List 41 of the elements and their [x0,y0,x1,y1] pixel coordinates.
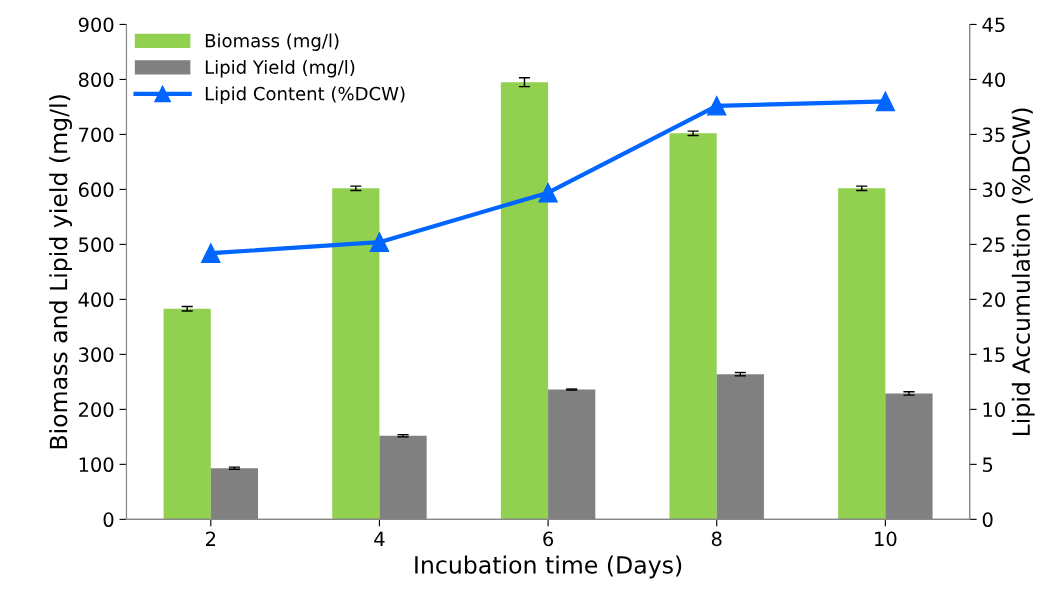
legend-label: Lipid Content (%DCW) [205,86,405,104]
bar [669,133,717,520]
y-tick-label: 800 [78,72,114,88]
y-tick-label: 200 [78,402,114,418]
y-axis-title: Biomass and Lipid yield (mg/l) [49,95,72,449]
x-tick-label: 6 [543,531,554,547]
x-tick-label: 2 [206,531,216,546]
y2-tick-label: 10 [983,402,1005,418]
y2-axis-title: Lipid Accumulation (%DCW) [1011,108,1035,436]
bar [500,82,549,520]
legend-label: Biomass (mg/l) [205,33,339,51]
y-tick-label: 400 [78,292,114,308]
bar [163,308,211,520]
y-tick-label: 0 [103,512,114,528]
y2-tick-label: 20 [982,292,1005,308]
legend-label: Lipid Yield (mg/l) [205,59,355,78]
bar [332,188,380,520]
y2-tick-label: 0 [982,512,993,528]
y2-tick-label: 40 [982,72,1005,88]
y2-tick-label: 25 [982,237,1005,253]
bar [838,188,886,520]
y-tick-label: 500 [79,237,114,253]
point [706,96,727,116]
point [538,182,558,203]
y-tick-label: 700 [79,127,114,143]
y2-tick-label: 45 [982,17,1005,33]
y-tick-label: 100 [79,457,114,473]
point [201,243,221,263]
y2-tick-label: 30 [982,182,1005,198]
point [369,232,390,252]
y-tick-label: 900 [78,17,114,33]
x-tick-label: 8 [711,531,722,547]
y2-tick-label: 35 [982,127,1005,143]
point [875,91,896,112]
x-tick-label: 10 [875,531,897,547]
y-tick-label: 300 [79,347,114,363]
y2-tick-label: 5 [982,457,993,473]
x-axis-title: Incubation time (Days) [415,555,682,579]
y2-tick-label: 15 [983,347,1005,363]
x-tick-label: 4 [374,531,385,546]
y-tick-label: 600 [78,182,114,198]
